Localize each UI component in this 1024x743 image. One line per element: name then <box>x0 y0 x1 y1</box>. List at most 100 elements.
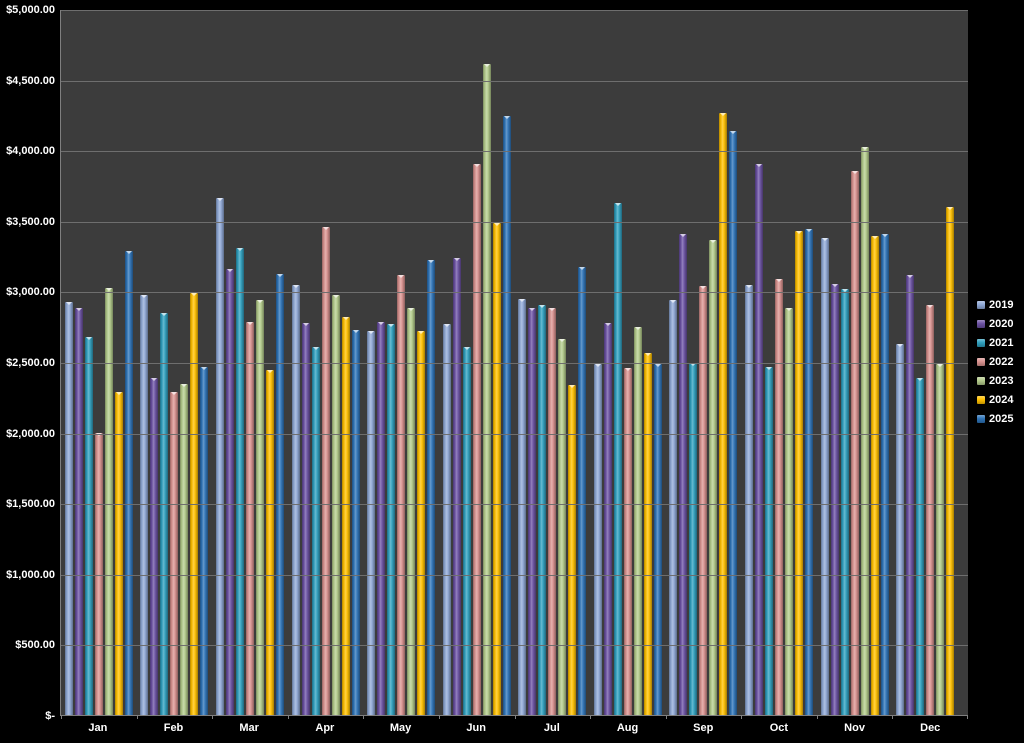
bar-2020-oct[interactable] <box>754 163 763 715</box>
bar-2023-may[interactable] <box>407 307 416 715</box>
bar-2019-mar[interactable] <box>215 197 224 715</box>
x-axis-tick <box>363 715 365 719</box>
bar-2019-nov[interactable] <box>820 238 829 715</box>
bar-2023-oct[interactable] <box>784 307 793 715</box>
bar-2022-oct[interactable] <box>774 279 783 715</box>
bar-2022-dec[interactable] <box>926 304 935 715</box>
bar-2022-apr[interactable] <box>321 227 330 715</box>
bar-2024-sep[interactable] <box>719 112 728 715</box>
legend-label: 2019 <box>989 299 1014 311</box>
bar-2019-oct[interactable] <box>744 284 753 715</box>
bar-2025-apr[interactable] <box>351 330 360 715</box>
bar-2019-jul[interactable] <box>518 299 527 715</box>
bar-2025-jun[interactable] <box>502 115 511 715</box>
bar-2024-apr[interactable] <box>341 317 350 715</box>
bar-2019-jun[interactable] <box>442 324 451 715</box>
bar-2021-sep[interactable] <box>689 362 698 715</box>
legend-item-2020[interactable]: 2020 <box>977 318 1013 330</box>
bar-top-shine <box>493 222 500 226</box>
bar-2023-sep[interactable] <box>709 239 718 715</box>
bar-2020-mar[interactable] <box>225 269 234 715</box>
bar-2020-jun[interactable] <box>452 258 461 715</box>
bar-2021-nov[interactable] <box>840 289 849 715</box>
bar-2024-mar[interactable] <box>265 369 274 715</box>
bar-2022-mar[interactable] <box>245 321 254 715</box>
bar-2024-jun[interactable] <box>492 222 501 715</box>
bar-2023-mar[interactable] <box>255 300 264 715</box>
x-axis-tick <box>61 715 62 719</box>
x-axis-label-nov: Nov <box>844 722 865 734</box>
bar-2019-may[interactable] <box>367 331 376 715</box>
bar-2024-jan[interactable] <box>114 392 123 715</box>
bar-top-shine <box>594 363 601 367</box>
bar-2021-oct[interactable] <box>764 366 773 715</box>
bar-2024-oct[interactable] <box>794 231 803 715</box>
bar-2025-may[interactable] <box>427 259 436 715</box>
gridline <box>61 292 968 294</box>
bar-top-shine <box>549 307 556 311</box>
bar-2019-apr[interactable] <box>291 284 300 715</box>
bar-2021-jul[interactable] <box>538 304 547 715</box>
bar-2020-may[interactable] <box>377 321 386 715</box>
bar-2021-may[interactable] <box>387 324 396 715</box>
x-axis-tick <box>590 715 592 719</box>
bar-2023-aug[interactable] <box>633 327 642 715</box>
bar-2020-aug[interactable] <box>603 323 612 715</box>
bar-2022-feb[interactable] <box>170 392 179 715</box>
bar-2025-nov[interactable] <box>880 234 889 715</box>
bar-2020-nov[interactable] <box>830 283 839 715</box>
bar-2020-jan[interactable] <box>74 307 83 715</box>
bar-2023-jun[interactable] <box>482 63 491 715</box>
bar-2022-sep[interactable] <box>699 286 708 715</box>
bar-2022-jul[interactable] <box>548 307 557 715</box>
bar-2024-nov[interactable] <box>870 235 879 715</box>
legend-item-2023[interactable]: 2023 <box>977 375 1013 387</box>
legend-item-2024[interactable]: 2024 <box>977 394 1013 406</box>
bar-2021-mar[interactable] <box>235 248 244 715</box>
bar-2021-aug[interactable] <box>613 203 622 715</box>
bar-2024-may[interactable] <box>417 331 426 715</box>
bar-2019-aug[interactable] <box>593 363 602 715</box>
bar-2024-aug[interactable] <box>643 352 652 715</box>
bar-top-shine <box>236 248 243 252</box>
bar-2020-apr[interactable] <box>301 323 310 715</box>
bar-2020-dec[interactable] <box>906 275 915 715</box>
bar-2023-jul[interactable] <box>558 338 567 715</box>
bar-2025-oct[interactable] <box>804 228 813 715</box>
bar-2022-jun[interactable] <box>472 163 481 715</box>
legend-item-2025[interactable]: 2025 <box>977 413 1013 425</box>
bar-2025-mar[interactable] <box>275 273 284 715</box>
bar-2022-may[interactable] <box>397 275 406 715</box>
bar-group-jul <box>514 10 590 715</box>
bar-group-nov <box>817 10 893 715</box>
bar-2019-sep[interactable] <box>669 300 678 715</box>
bar-2021-jun[interactable] <box>462 347 471 715</box>
bar-2021-feb[interactable] <box>160 313 169 715</box>
bar-2021-jan[interactable] <box>84 337 93 715</box>
legend-item-2021[interactable]: 2021 <box>977 337 1013 349</box>
bar-2024-dec[interactable] <box>946 207 955 715</box>
bar-2023-jan[interactable] <box>104 287 113 715</box>
bar-2020-jul[interactable] <box>528 307 537 715</box>
bar-2019-jan[interactable] <box>64 301 73 715</box>
bar-top-shine <box>276 273 283 277</box>
bar-2025-jan[interactable] <box>124 251 133 715</box>
bar-2021-apr[interactable] <box>311 347 320 715</box>
bar-2024-jul[interactable] <box>568 385 577 715</box>
bar-2022-aug[interactable] <box>623 368 632 715</box>
bar-2023-feb[interactable] <box>180 383 189 715</box>
legend-item-2019[interactable]: 2019 <box>977 299 1013 311</box>
bar-top-shine <box>408 307 415 311</box>
bar-2025-feb[interactable] <box>200 366 209 715</box>
bar-2019-dec[interactable] <box>896 344 905 715</box>
bar-2020-sep[interactable] <box>679 234 688 715</box>
bar-2025-jul[interactable] <box>578 266 587 715</box>
bar-2022-nov[interactable] <box>850 170 859 715</box>
bar-2025-sep[interactable] <box>729 131 738 715</box>
bar-2023-nov[interactable] <box>860 146 869 715</box>
bar-2025-aug[interactable] <box>653 363 662 715</box>
bar-2020-feb[interactable] <box>150 378 159 715</box>
bar-2021-dec[interactable] <box>916 378 925 715</box>
legend-item-2022[interactable]: 2022 <box>977 356 1013 368</box>
bar-2023-dec[interactable] <box>936 363 945 715</box>
